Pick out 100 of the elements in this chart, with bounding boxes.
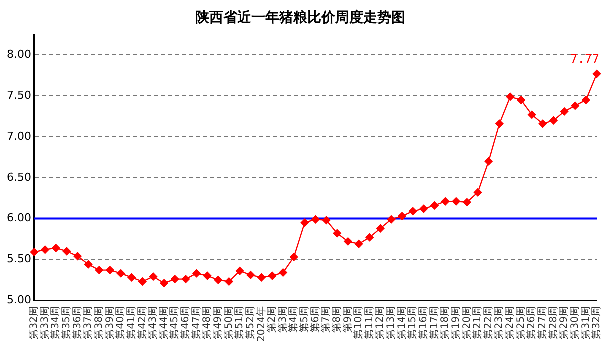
x-tick-label: 第2周 bbox=[266, 306, 278, 333]
point bbox=[560, 108, 569, 116]
y-tick-label: 8.00 bbox=[6, 48, 32, 62]
point bbox=[138, 278, 147, 286]
data-label: 7.77 bbox=[570, 52, 600, 66]
y-tick-label: 7.00 bbox=[6, 130, 32, 143]
x-tick-label: 第16周 bbox=[418, 306, 430, 340]
x-tick-label: 第12周 bbox=[374, 306, 386, 340]
point bbox=[128, 274, 136, 282]
point bbox=[366, 233, 374, 242]
point bbox=[550, 116, 558, 125]
x-tick-label: 第42周 bbox=[136, 306, 148, 340]
point bbox=[592, 70, 602, 78]
point bbox=[41, 246, 50, 254]
x-tick-label: 第24周 bbox=[504, 306, 516, 340]
point bbox=[171, 275, 180, 284]
point bbox=[62, 247, 72, 256]
point bbox=[517, 96, 526, 104]
x-tick-label: 第23周 bbox=[493, 306, 506, 340]
x-tick-label: 第5周 bbox=[298, 306, 311, 333]
point bbox=[192, 269, 201, 278]
x-tick-label: 第45周 bbox=[168, 306, 181, 340]
point bbox=[116, 269, 126, 278]
y-tick-label: 5.00 bbox=[6, 293, 32, 306]
chart-title: 陕西省近一年猪粮比价周度走势图 bbox=[196, 9, 406, 26]
point bbox=[52, 244, 60, 252]
point bbox=[582, 96, 590, 104]
x-tick-label: 第38周 bbox=[92, 306, 105, 340]
point bbox=[95, 266, 104, 274]
x-tick-label: 第40周 bbox=[114, 306, 127, 340]
x-tick-label: 第49周 bbox=[212, 306, 224, 340]
x-tick-label: 第6周 bbox=[309, 306, 322, 333]
point bbox=[398, 212, 406, 220]
x-tick-label: 第21周 bbox=[472, 306, 484, 340]
x-tick-label: 第7周 bbox=[320, 306, 332, 333]
x-tick-label: 第20周 bbox=[460, 306, 473, 340]
point bbox=[430, 202, 439, 210]
x-tick-label: 第13周 bbox=[385, 306, 398, 340]
x-tick-label: 第11周 bbox=[363, 306, 376, 340]
x-tick-label: 第47周 bbox=[190, 306, 202, 340]
x-tick-label: 第17周 bbox=[428, 306, 440, 340]
x-tick-label: 第36周 bbox=[71, 306, 84, 340]
x-tick-label: 第33周 bbox=[38, 306, 51, 340]
x-tick-label: 第50周 bbox=[222, 306, 235, 340]
x-tick-label: 第32周 bbox=[590, 306, 603, 340]
point bbox=[506, 92, 515, 102]
x-tick-label: 第27周 bbox=[536, 306, 549, 340]
x-tick-label: 第32周 bbox=[28, 306, 40, 340]
point bbox=[387, 216, 396, 224]
x-tick-label: 第22周 bbox=[482, 306, 494, 340]
x-tick-label: 第3周 bbox=[276, 306, 289, 333]
point bbox=[344, 238, 352, 246]
x-tick-label: 第46周 bbox=[180, 306, 192, 340]
x-tick-label: 第10周 bbox=[352, 306, 365, 340]
y-tick-label: 6.00 bbox=[6, 212, 32, 225]
x-tick-label: 第44周 bbox=[158, 306, 170, 340]
x-tick-label: 第15周 bbox=[406, 306, 419, 340]
point bbox=[354, 240, 364, 248]
x-tick-label: 第43周 bbox=[147, 306, 160, 340]
x-tick-label: 第14周 bbox=[396, 306, 408, 340]
point bbox=[106, 266, 114, 274]
x-tick-label: 第25周 bbox=[514, 306, 527, 340]
y-tick-label: 7.50 bbox=[6, 88, 32, 102]
point bbox=[214, 276, 222, 284]
y-tick-label: 5.50 bbox=[6, 252, 32, 266]
x-tick-label: 第4周 bbox=[288, 306, 300, 333]
x-tick-label: 2024年 bbox=[255, 306, 268, 342]
point bbox=[484, 157, 493, 166]
point bbox=[528, 110, 536, 120]
point bbox=[441, 198, 450, 206]
point bbox=[246, 271, 255, 280]
x-tick-label: 第28周 bbox=[547, 306, 560, 340]
x-tick-label: 第41周 bbox=[125, 306, 138, 340]
point bbox=[420, 204, 428, 214]
x-tick-label: 第18周 bbox=[439, 306, 452, 340]
x-tick-label: 第37周 bbox=[82, 306, 94, 340]
point bbox=[300, 218, 310, 227]
x-tick-label: 第9周 bbox=[342, 306, 354, 333]
x-tick-label: 第48周 bbox=[201, 306, 214, 340]
point bbox=[333, 229, 342, 238]
x-tick-label: 第51周 bbox=[234, 306, 246, 340]
point bbox=[268, 272, 277, 280]
x-tick-label: 第35周 bbox=[60, 306, 73, 340]
point bbox=[474, 188, 482, 197]
x-tick-label: 第31周 bbox=[580, 306, 592, 340]
point bbox=[279, 268, 288, 277]
point bbox=[84, 260, 93, 269]
x-tick-label: 第34周 bbox=[50, 306, 62, 340]
point bbox=[258, 274, 266, 282]
point bbox=[290, 253, 298, 262]
x-tick-label: 第52周 bbox=[244, 306, 256, 340]
x-tick-label: 第19周 bbox=[450, 306, 462, 340]
y-tick-label: 6.50 bbox=[6, 170, 32, 184]
point bbox=[376, 224, 385, 233]
point bbox=[149, 272, 158, 281]
point bbox=[160, 279, 168, 288]
point bbox=[182, 275, 190, 284]
point bbox=[571, 102, 580, 110]
point bbox=[74, 252, 82, 260]
point bbox=[236, 267, 244, 276]
